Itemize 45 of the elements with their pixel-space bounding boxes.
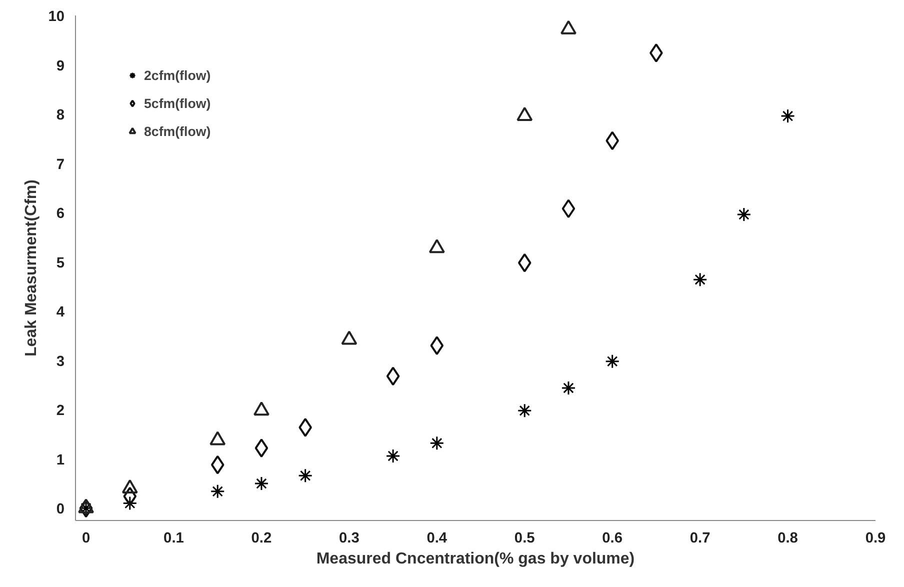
point — [210, 484, 225, 499]
y-tick-label: 10 — [48, 9, 65, 25]
point — [430, 436, 444, 450]
legend-label: 8cfm(flow) — [144, 124, 211, 138]
point — [386, 366, 400, 386]
point — [562, 199, 576, 218]
point — [298, 468, 313, 483]
point — [254, 476, 269, 491]
y-tick-label: 3 — [56, 354, 65, 370]
x-tick-label: 0.7 — [690, 530, 710, 546]
y-tick-label: 0 — [56, 502, 65, 518]
legend-label: 2cfm(flow) — [144, 68, 211, 82]
x-tick-label: 0.5 — [514, 530, 535, 546]
x-tick-label: 0.2 — [251, 530, 272, 546]
x-tick-label: 0.9 — [865, 530, 886, 546]
x-tick-label: 0.1 — [164, 530, 184, 546]
x-tick-label: 0.8 — [778, 530, 798, 546]
point — [736, 207, 752, 222]
y-tick-label: 4 — [56, 304, 66, 321]
y-tick-label: 5 — [56, 255, 65, 272]
y-axis-title: Leak Measurment(Cfm) — [23, 180, 40, 356]
point — [780, 108, 796, 124]
point — [606, 131, 620, 150]
y-tick-label: 9 — [56, 58, 65, 74]
point — [518, 253, 532, 272]
point — [210, 455, 224, 474]
point — [692, 272, 708, 287]
y-tick-label: 6 — [56, 206, 65, 222]
x-tick-label: 0.4 — [426, 530, 448, 546]
point — [561, 380, 576, 396]
point — [605, 354, 620, 369]
x-tick-label: 0.3 — [338, 530, 360, 546]
point — [517, 403, 532, 418]
y-tick-label: 1 — [56, 452, 65, 468]
point — [386, 448, 400, 464]
x-tick-label: 0 — [82, 530, 90, 546]
point — [254, 438, 268, 458]
point — [123, 486, 137, 506]
y-tick-label: 2 — [56, 403, 65, 420]
y-tick-label: 8 — [56, 108, 65, 124]
x-axis-title: Measured Cncentration(% gas by volume) — [316, 550, 635, 568]
point — [430, 336, 444, 356]
legend-label: 5cfm(flow) — [144, 96, 211, 110]
x-tick-label: 0.6 — [602, 530, 623, 546]
y-tick-label: 7 — [56, 156, 65, 173]
